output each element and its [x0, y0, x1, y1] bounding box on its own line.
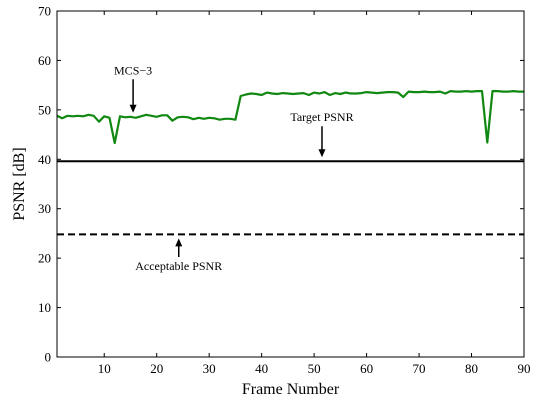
x-tick-label: 40	[255, 361, 268, 376]
x-tick-label: 20	[150, 361, 163, 376]
annotation-label: MCS−3	[114, 63, 152, 77]
x-tick-label: 50	[308, 361, 321, 376]
y-tick-label: 20	[38, 251, 51, 266]
y-tick-label: 60	[38, 53, 51, 68]
y-axis-title: PSNR [dB]	[11, 147, 28, 220]
y-tick-label: 10	[38, 300, 51, 315]
x-tick-label: 10	[98, 361, 111, 376]
x-tick-label: 60	[360, 361, 373, 376]
annotation-label: Target PSNR	[290, 110, 353, 124]
x-axis-title: Frame Number	[242, 381, 340, 398]
annotation-arrow-head	[175, 238, 183, 247]
annotation: MCS−3	[114, 63, 152, 113]
annotation: Acceptable PSNR	[135, 238, 222, 273]
y-tick-label: 0	[45, 350, 52, 365]
series-line-mcs-3	[56, 89, 524, 145]
annotation: Target PSNR	[290, 110, 354, 158]
annotation-arrow-head	[318, 149, 326, 158]
x-tick-label: 80	[465, 361, 478, 376]
y-tick-label: 30	[38, 201, 51, 216]
plot-frame	[56, 10, 525, 358]
annotation-label: Acceptable PSNR	[135, 259, 222, 273]
y-tick-label: 40	[38, 152, 51, 167]
y-tick-label: 70	[38, 4, 51, 19]
axes: 10 20 30 40 50 60 70 80 90 0 10 20 30 40 50 60 70	[38, 4, 531, 377]
annotation-arrow-head	[129, 104, 137, 113]
y-tick-label: 50	[38, 102, 51, 117]
plot-area: MCS−3 Target PSNR Acceptable PSNR	[56, 63, 524, 273]
x-tick-label: 70	[413, 361, 426, 376]
x-tick-label: 90	[518, 361, 531, 376]
x-tick-label: 30	[203, 361, 216, 376]
